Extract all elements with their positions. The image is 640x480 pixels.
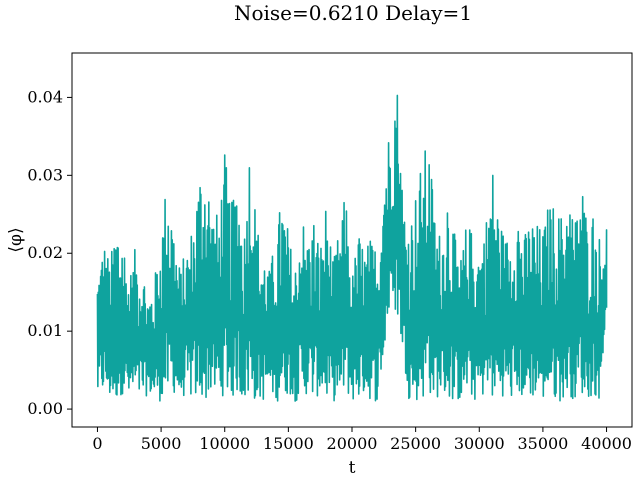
x-tick-label: 40000 [581,434,632,453]
x-axis-label: t [349,458,356,478]
chart-title: Noise=0.6210 Delay=1 [234,1,472,25]
y-tick-label: 0.04 [27,87,63,106]
x-axis: 0 5000 10000 15000 20000 25000 30000 35000 40000 [92,427,632,453]
x-tick-label: 10000 [199,434,250,453]
series-line [96,94,608,402]
x-tick-label: 20000 [327,434,378,453]
x-tick-label: 35000 [517,434,568,453]
y-tick-label: 0.00 [27,399,63,418]
y-tick-label: 0.01 [27,321,63,340]
x-tick-label: 0 [92,434,102,453]
x-tick-label: 15000 [263,434,314,453]
x-tick-label: 5000 [141,434,182,453]
y-axis-label: ⟨φ⟩ [6,227,26,252]
y-axis: 0.00 0.01 0.02 0.03 0.04 [27,87,72,418]
x-tick-label: 25000 [390,434,441,453]
y-tick-label: 0.02 [27,243,63,262]
plot-area [96,94,608,402]
y-tick-label: 0.03 [27,165,63,184]
x-tick-label: 30000 [454,434,505,453]
